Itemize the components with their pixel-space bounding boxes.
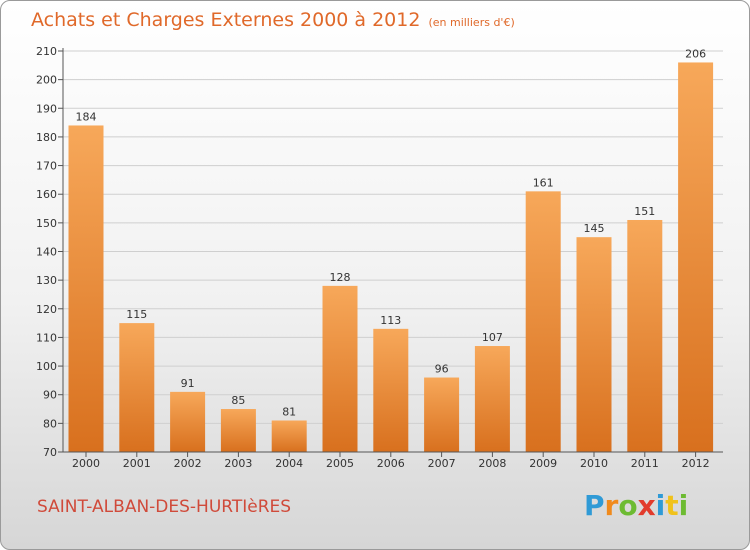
x-tick-label: 2002 (174, 457, 202, 470)
bar (170, 391, 206, 452)
x-tick-label: 2008 (478, 457, 506, 470)
y-tick-label: 180 (36, 131, 57, 144)
x-tick-label: 2010 (580, 457, 608, 470)
bar-value-label: 115 (126, 308, 147, 321)
y-tick-label: 70 (43, 446, 57, 459)
x-tick-label: 2009 (529, 457, 557, 470)
y-tick-label: 110 (36, 331, 57, 344)
x-tick-label: 2001 (123, 457, 151, 470)
bar (322, 285, 358, 452)
y-tick-label: 120 (36, 303, 57, 316)
y-tick-label: 190 (36, 102, 57, 115)
x-tick-label: 2012 (682, 457, 710, 470)
bar-value-label: 96 (435, 363, 449, 376)
y-tick-label: 130 (36, 274, 57, 287)
y-tick-label: 100 (36, 360, 57, 373)
x-tick-label: 2011 (631, 457, 659, 470)
bar-value-label: 151 (634, 205, 655, 218)
y-tick-label: 140 (36, 246, 57, 259)
bar (373, 328, 409, 452)
bar (525, 191, 561, 452)
bar-value-label: 113 (380, 314, 401, 327)
title-unit: (en milliers d'€) (428, 16, 515, 29)
x-tick-label: 2003 (224, 457, 252, 470)
title-text: Achats et Charges Externes 2000 à 2012 (31, 9, 421, 31)
bar-value-label: 161 (533, 176, 554, 189)
bar-value-label: 184 (76, 110, 97, 123)
bar (271, 420, 307, 452)
y-tick-label: 80 (43, 417, 57, 430)
bar (119, 323, 155, 452)
logo-letter: o (618, 489, 638, 522)
bar (627, 219, 663, 452)
bar-value-label: 128 (330, 271, 351, 284)
bar-value-label: 145 (584, 222, 605, 235)
chart-title: Achats et Charges Externes 2000 à 2012 (e… (31, 9, 515, 31)
bar-value-label: 107 (482, 331, 503, 344)
logo-letter: x (637, 489, 656, 522)
bar (220, 409, 256, 452)
y-tick-label: 200 (36, 74, 57, 87)
x-tick-label: 2004 (275, 457, 303, 470)
bar (68, 125, 104, 452)
grid (63, 50, 723, 453)
y-tick-label: 210 (36, 45, 57, 58)
bar-value-label: 85 (231, 394, 245, 407)
bars: 184 115 91 85 81 128 113 96 107 161 145 151 206 (68, 47, 714, 452)
location-name: SAINT-ALBAN-DES-HURTIèRES (37, 497, 292, 517)
logo-letter: P (584, 489, 605, 522)
x-tick-label: 2006 (377, 457, 405, 470)
x-tick-label: 2000 (72, 457, 100, 470)
x-tick-label: 2005 (326, 457, 354, 470)
x-tick-label: 2007 (428, 457, 456, 470)
bar (576, 237, 612, 452)
bar (678, 62, 714, 452)
bar (474, 346, 510, 452)
bar-value-label: 91 (181, 377, 195, 390)
bar-value-label: 206 (685, 47, 706, 60)
y-tick-label: 160 (36, 188, 57, 201)
bar-value-label: 81 (282, 405, 296, 418)
logo-letter: i (678, 489, 689, 522)
proxiti-logo: Proxiti (584, 489, 688, 522)
logo-letter: i (655, 489, 666, 522)
axes: 7080901001101201301401501601701801902002… (36, 45, 723, 470)
y-tick-label: 150 (36, 217, 57, 230)
y-tick-label: 170 (36, 160, 57, 173)
logo-letter: r (604, 489, 619, 522)
bar (424, 377, 460, 452)
y-tick-label: 90 (43, 389, 57, 402)
logo-letter: t (665, 489, 679, 522)
